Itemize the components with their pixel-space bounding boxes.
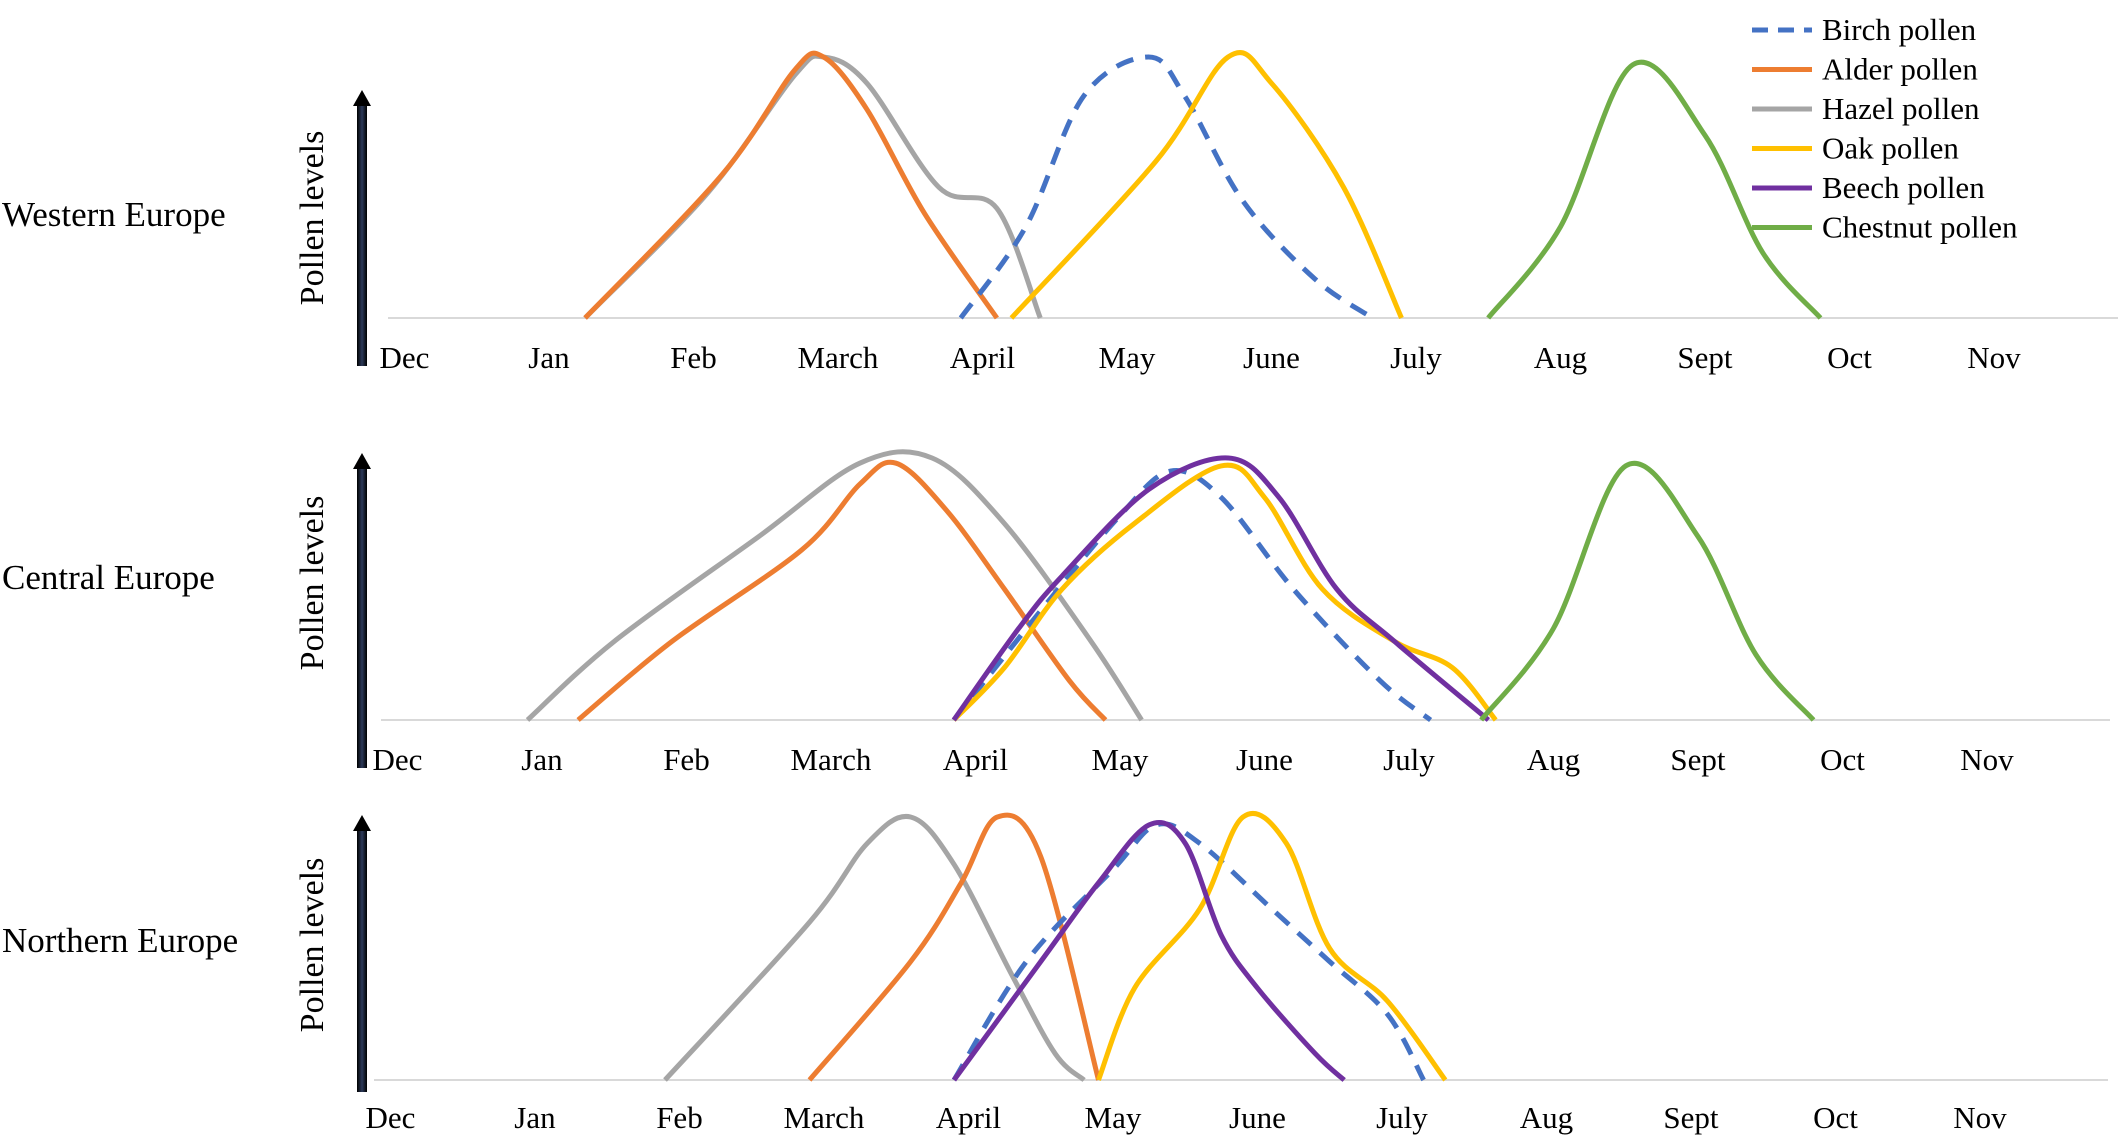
region-label: Western Europe [2, 195, 226, 234]
month-label: May [1092, 742, 1149, 777]
month-label: Oct [1827, 340, 1872, 375]
y-axis-label: Pollen levels [294, 131, 331, 306]
legend-item-alder-pollen: Alder pollen [1752, 52, 1978, 87]
month-label: Sept [1663, 1100, 1719, 1135]
y-axis-arrowhead [353, 90, 371, 106]
legend: Birch pollen Alder pollen Hazel pollen Oak … [1752, 12, 2018, 245]
series-line-beech-pollen [951, 819, 1346, 1082]
series-line-beech-pollen [951, 455, 1491, 722]
month-label: March [783, 1100, 864, 1135]
month-label: June [1229, 1100, 1286, 1135]
panel-central-europe: Central Europe Pollen levels Dec Jan Feb Marc… [2, 449, 2110, 777]
legend-label: Beech pollen [1822, 170, 1985, 205]
series-line-oak-pollen [1096, 810, 1448, 1082]
month-label: Sept [1677, 340, 1733, 375]
month-label: Aug [1520, 1100, 1573, 1135]
month-label: Dec [379, 340, 429, 375]
month-label: Feb [670, 340, 717, 375]
month-label: Sept [1670, 742, 1726, 777]
month-label: Nov [1967, 340, 2021, 375]
y-axis-arrow-shaft [357, 104, 367, 366]
month-label: April [950, 340, 1015, 375]
series-line-alder-pollen [807, 812, 1101, 1082]
y-axis-arrowhead [353, 453, 371, 469]
panel-western-europe: Western Europe Pollen levels Dec Jan Feb Marc… [2, 50, 2118, 375]
y-axis-label: Pollen levels [294, 496, 331, 671]
panel-northern-europe: Northern Europe Pollen levels Dec Jan Feb Mar… [2, 810, 2108, 1135]
y-axis-arrow-shaft [357, 467, 367, 768]
legend-item-beech-pollen: Beech pollen [1752, 170, 1985, 205]
month-label: Nov [1960, 742, 2014, 777]
series-line-alder-pollen [576, 459, 1108, 722]
month-label: Oct [1820, 742, 1865, 777]
month-label: June [1243, 340, 1300, 375]
month-label: Feb [663, 742, 710, 777]
month-label: May [1085, 1100, 1142, 1135]
legend-item-oak-pollen: Oak pollen [1752, 131, 1959, 166]
series-line-hazel-pollen [663, 813, 1086, 1082]
legend-item-birch-pollen: Birch pollen [1752, 12, 1977, 47]
month-label: April [943, 742, 1008, 777]
month-label: Aug [1527, 742, 1580, 777]
month-label: July [1383, 742, 1435, 777]
y-axis-arrow-shaft [357, 829, 367, 1092]
month-label: Dec [372, 742, 422, 777]
month-label: Jan [514, 1100, 556, 1135]
month-label: Feb [656, 1100, 703, 1135]
series-line-birch-pollen [951, 468, 1433, 722]
month-label: March [790, 742, 871, 777]
month-label: April [936, 1100, 1001, 1135]
legend-label: Alder pollen [1822, 52, 1978, 87]
series-line-chestnut-pollen [1486, 59, 1823, 320]
month-label: July [1390, 340, 1442, 375]
y-axis-arrowhead [353, 815, 371, 831]
region-label: Central Europe [2, 558, 215, 597]
series-line-chestnut-pollen [1479, 460, 1816, 722]
month-label: March [797, 340, 878, 375]
legend-label: Hazel pollen [1822, 91, 1980, 126]
series-line-hazel-pollen [525, 449, 1144, 722]
region-label: Northern Europe [2, 921, 238, 960]
month-label: May [1099, 340, 1156, 375]
legend-label: Oak pollen [1822, 131, 1959, 166]
month-label: July [1376, 1100, 1428, 1135]
legend-item-hazel-pollen: Hazel pollen [1752, 91, 1980, 126]
month-label: Jan [528, 340, 570, 375]
legend-label: Birch pollen [1822, 12, 1977, 47]
legend-label: Chestnut pollen [1822, 210, 2018, 245]
month-label: Nov [1953, 1100, 2007, 1135]
y-axis-label: Pollen levels [294, 858, 331, 1033]
legend-item-chestnut-pollen: Chestnut pollen [1752, 210, 2018, 245]
month-label: Jan [521, 742, 563, 777]
month-label: June [1236, 742, 1293, 777]
month-label: Aug [1534, 340, 1587, 375]
series-line-alder-pollen [583, 50, 999, 320]
series-line-oak-pollen [1009, 50, 1404, 320]
month-label: Dec [365, 1100, 415, 1135]
series-line-oak-pollen [952, 462, 1498, 722]
chart-panels: Western Europe Pollen levels Dec Jan Feb Marc… [2, 50, 2118, 1135]
series-line-birch-pollen [951, 821, 1426, 1082]
month-label: Oct [1813, 1100, 1858, 1135]
series-line-birch-pollen [958, 54, 1375, 321]
